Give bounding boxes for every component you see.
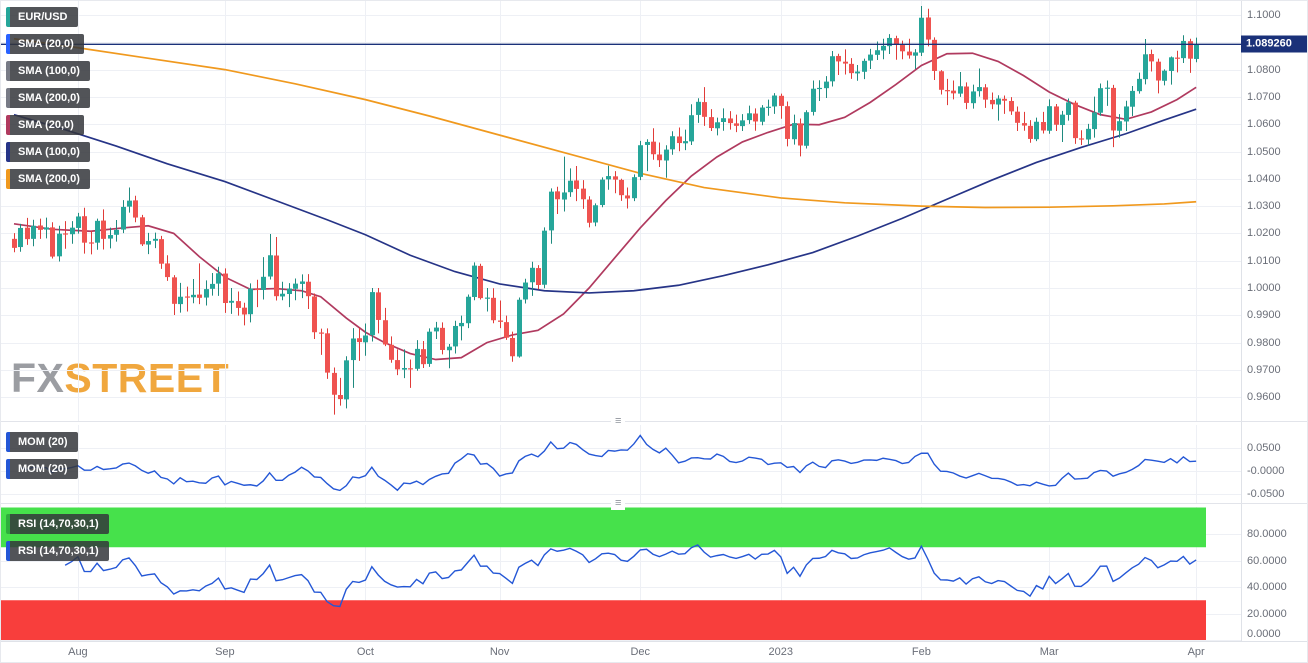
rsi-legend: RSI (14,70,30,1) RSI (14,70,30,1): [6, 514, 109, 561]
axis-tick-label: 20.0000: [1247, 607, 1287, 620]
axis-tick-label: 1.0700: [1247, 90, 1281, 103]
legend-badge-label: MOM (20): [18, 463, 68, 475]
legend-badge[interactable]: SMA (20,0): [6, 115, 84, 135]
time-axis-label: Nov: [489, 646, 510, 658]
momentum-panel-canvas[interactable]: [1, 425, 1241, 503]
legend-badge-label: SMA (20,0): [18, 38, 74, 50]
legend-badge[interactable]: RSI (14,70,30,1): [6, 514, 109, 534]
legend-badge[interactable]: SMA (200,0): [6, 169, 90, 189]
legend-badge[interactable]: EUR/USD: [6, 7, 78, 27]
time-axis-label: Aug: [68, 646, 88, 658]
time-axis-label: 2023: [768, 646, 794, 658]
legend-badge[interactable]: SMA (200,0): [6, 88, 90, 108]
axis-tick-label: 1.0200: [1247, 227, 1281, 240]
axis-tick-label: 0.0000: [1247, 628, 1281, 640]
price-axis[interactable]: 1.10001.09001.08001.07001.06001.05001.04…: [1241, 1, 1307, 641]
axis-tick-label: 40.0000: [1247, 581, 1287, 593]
legend-badge-label: SMA (100,0): [18, 146, 80, 158]
axis-tick-label: 1.1000: [1247, 9, 1281, 21]
axis-tick-label: 1.0600: [1247, 118, 1281, 131]
axis-tick-label: 1.0800: [1247, 63, 1281, 76]
axis-tick-label: 80.0000: [1247, 528, 1287, 540]
resize-handle-icon[interactable]: ≡: [611, 497, 626, 510]
axis-tick-label: -0.0000: [1247, 465, 1285, 477]
time-axis-label: Feb: [911, 646, 931, 658]
momentum-legend: MOM (20) MOM (20): [6, 432, 78, 479]
axis-tick-label: 1.0300: [1247, 200, 1281, 213]
time-axis-label: Oct: [356, 646, 374, 658]
panel-divider-mom[interactable]: ≡: [1, 415, 1307, 428]
axis-tick-label: -0.0500: [1247, 488, 1285, 500]
current-price-label: 1.089260: [1241, 35, 1307, 53]
time-axis[interactable]: Aug Sep Oct Nov Dec 2023 Feb Mar Apr: [1, 641, 1307, 662]
legend-badge[interactable]: SMA (100,0): [6, 142, 90, 162]
legend-badge[interactable]: MOM (20): [6, 459, 78, 479]
axis-tick-label: 1.0000: [1247, 282, 1281, 294]
time-axis-label: Dec: [630, 646, 650, 658]
legend-badge-label: RSI (14,70,30,1): [18, 518, 99, 530]
legend-badge-label: MOM (20): [18, 436, 68, 448]
time-axis-label: Mar: [1039, 646, 1059, 658]
axis-tick-label: 0.9900: [1247, 309, 1281, 322]
legend-badge[interactable]: SMA (100,0): [6, 61, 90, 81]
axis-tick-label: 0.0500: [1247, 442, 1281, 454]
legend-badge[interactable]: SMA (20,0): [6, 34, 84, 54]
time-axis-label: Apr: [1187, 646, 1205, 658]
axis-tick-label: 1.0100: [1247, 254, 1281, 267]
axis-tick-label: 60.0000: [1247, 554, 1287, 567]
legend-badge-label: SMA (200,0): [18, 92, 80, 104]
legend-badge[interactable]: RSI (14,70,30,1): [6, 541, 109, 561]
legend-badge-label: RSI (14,70,30,1): [18, 545, 99, 557]
axis-tick-label: 1.0400: [1247, 172, 1281, 185]
resize-handle-icon[interactable]: ≡: [611, 415, 626, 428]
legend-badge-label: SMA (20,0): [18, 119, 74, 131]
price-chart-canvas[interactable]: [1, 1, 1241, 421]
axis-tick-label: 1.0500: [1247, 145, 1281, 158]
rsi-panel-canvas[interactable]: [1, 507, 1241, 641]
axis-tick-label: 0.9800: [1247, 336, 1281, 349]
legend-badge-label: EUR/USD: [18, 11, 68, 23]
main-chart-legend: EUR/USD SMA (20,0) SMA (100,0) SMA (200,0) S…: [6, 7, 90, 189]
time-axis-label: Sep: [215, 646, 235, 658]
legend-badge-label: SMA (200,0): [18, 173, 80, 185]
axis-tick-label: 0.9700: [1247, 363, 1281, 376]
panel-divider-rsi[interactable]: ≡: [1, 497, 1307, 510]
legend-badge[interactable]: MOM (20): [6, 432, 78, 452]
axis-tick-label: 0.9600: [1247, 391, 1281, 404]
legend-badge-label: SMA (100,0): [18, 65, 80, 77]
